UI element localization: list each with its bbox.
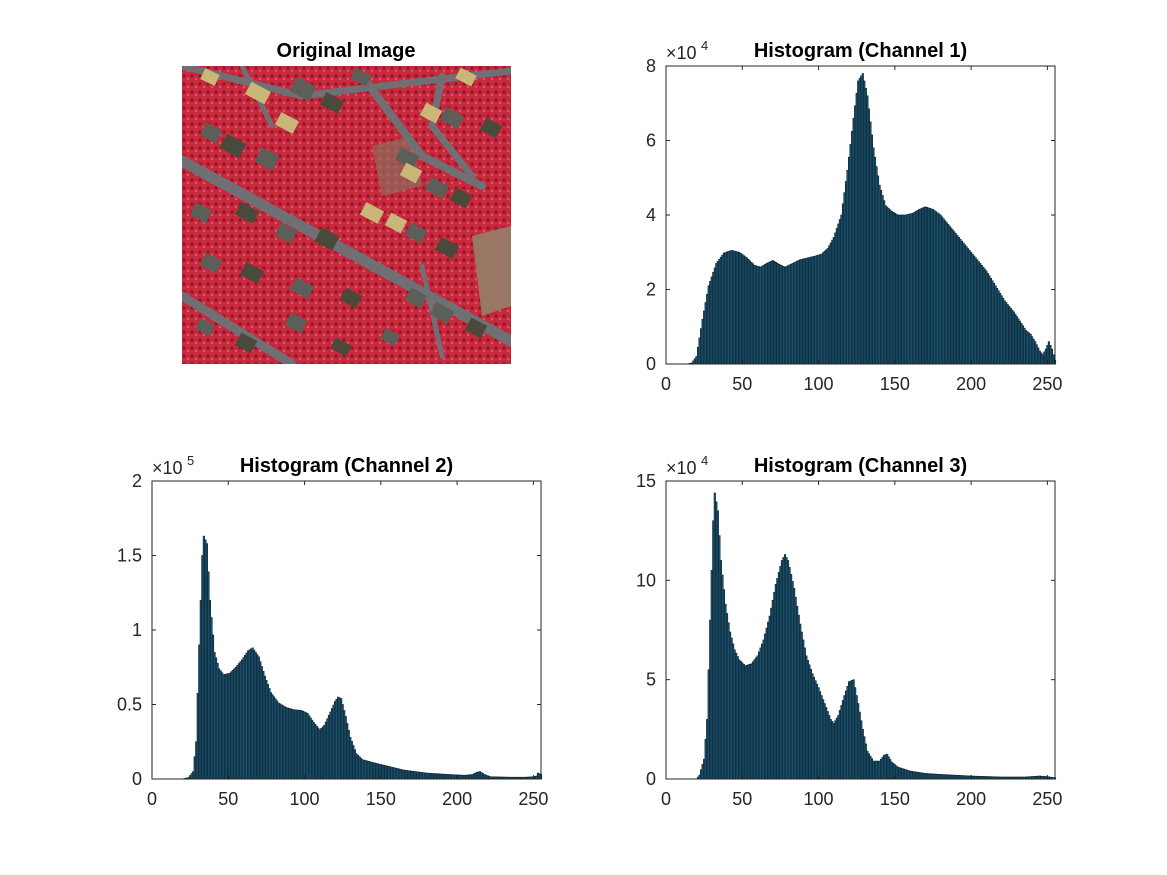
field-patch: [372, 136, 422, 196]
histogram-channel-1: Histogram (Channel 1) 0 50 100 150 200 250 0 2 4 6…: [646, 38, 1062, 394]
field-patch: [472, 226, 511, 316]
x-tick-label: 0: [661, 789, 671, 809]
chart-title: Histogram (Channel 3): [754, 455, 967, 477]
x-tick-label: 250: [1032, 789, 1062, 809]
y-tick-label: 0: [646, 769, 656, 789]
chart-title: Histogram (Channel 2): [240, 455, 453, 477]
y-multiplier-exponent: 4: [701, 453, 708, 468]
y-multiplier: ×10: [666, 458, 697, 478]
y-tick-label: 1.5: [117, 546, 142, 566]
y-tick-label: 15: [636, 471, 656, 491]
x-tick-label: 50: [732, 789, 752, 809]
y-multiplier-exponent: 5: [187, 453, 194, 468]
y-tick-label: 4: [646, 205, 656, 225]
y-multiplier: ×10: [152, 458, 183, 478]
x-tick-label: 250: [518, 789, 548, 809]
y-tick-label: 5: [646, 670, 656, 690]
histogram-channel-3: Histogram (Channel 3) 0 50 100 150 200 250 0 5 10…: [636, 453, 1062, 809]
x-tick-label: 150: [880, 789, 910, 809]
original-image-panel: Original Image: [182, 40, 511, 364]
y-tick-label: 0.5: [117, 695, 142, 715]
x-tick-label: 200: [956, 789, 986, 809]
histogram-bars: [182, 535, 543, 780]
x-tick-label: 200: [956, 374, 986, 394]
image-title: Original Image: [277, 40, 416, 62]
histogram-bars: [687, 73, 1057, 365]
x-tick-label: 0: [661, 374, 671, 394]
y-tick-label: 2: [132, 471, 142, 491]
y-tick-label: 0: [132, 769, 142, 789]
y-tick-label: 8: [646, 56, 656, 76]
x-tick-label: 150: [880, 374, 910, 394]
x-tick-label: 100: [804, 789, 834, 809]
original-image: [182, 66, 511, 364]
y-tick-label: 10: [636, 570, 656, 590]
y-multiplier: ×10: [666, 43, 697, 63]
histogram-channel-2: Histogram (Channel 2) 0 50 100 150 200 250 0 0.5…: [117, 453, 548, 809]
histogram-bars: [696, 492, 1057, 780]
x-tick-label: 100: [290, 789, 320, 809]
y-tick-label: 2: [646, 280, 656, 300]
rooftops: [189, 67, 503, 357]
x-tick-label: 200: [442, 789, 472, 809]
x-tick-label: 50: [218, 789, 238, 809]
y-tick-label: 0: [646, 354, 656, 374]
chart-title: Histogram (Channel 1): [754, 40, 967, 62]
x-tick-label: 250: [1032, 374, 1062, 394]
y-multiplier-exponent: 4: [701, 38, 708, 53]
x-tick-label: 50: [732, 374, 752, 394]
axes-box: [665, 480, 1056, 780]
x-tick-label: 100: [804, 374, 834, 394]
x-tick-label: 0: [147, 789, 157, 809]
x-tick-label: 150: [366, 789, 396, 809]
y-tick-label: 1: [132, 620, 142, 640]
y-tick-label: 6: [646, 131, 656, 151]
